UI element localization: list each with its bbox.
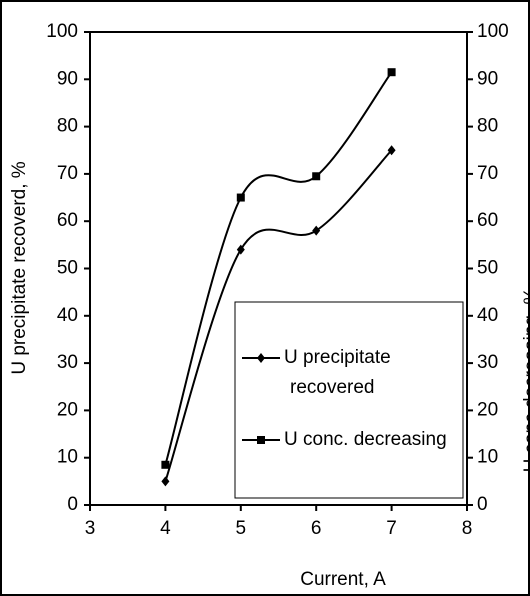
- marker: [387, 145, 396, 156]
- y-tick-label: 10: [57, 447, 78, 468]
- y2-tick-label: 30: [477, 352, 498, 373]
- legend-box: [234, 301, 464, 499]
- y-axis-title: U precipitate recoverd, %: [9, 161, 30, 374]
- marker: [161, 476, 170, 487]
- x-tick-label: 8: [462, 518, 473, 539]
- marker: [257, 353, 265, 363]
- legend-label: U conc. decreasing: [284, 429, 447, 450]
- y-tick-label: 80: [57, 116, 78, 137]
- x-axis-title: Current, A: [300, 569, 386, 590]
- x-tick-label: 7: [386, 518, 397, 539]
- y2-tick-label: 0: [477, 494, 488, 515]
- y2-tick-label: 60: [477, 210, 498, 231]
- series-line: [164, 149, 393, 482]
- y2-tick-label: 40: [477, 305, 498, 326]
- legend-label: U precipitate recovered: [284, 347, 391, 398]
- y-tick-label: 0: [67, 494, 78, 515]
- marker: [236, 193, 245, 202]
- marker: [257, 436, 265, 444]
- y2-tick-label: 100: [477, 21, 509, 42]
- x-tick-label: 3: [85, 518, 96, 539]
- y-tick-label: 40: [57, 305, 78, 326]
- marker: [236, 244, 245, 255]
- marker: [161, 460, 170, 469]
- y-tick-label: 90: [57, 68, 78, 89]
- y2-tick-label: 70: [477, 163, 498, 184]
- y-tick-label: 30: [57, 352, 78, 373]
- y2-tick-label: 50: [477, 258, 498, 279]
- y-tick-label: 20: [57, 399, 78, 420]
- series-line: [164, 71, 393, 466]
- x-tick-label: 5: [236, 518, 247, 539]
- y2-tick-label: 90: [477, 68, 498, 89]
- y-tick-label: 100: [46, 21, 78, 42]
- y2-tick-label: 20: [477, 399, 498, 420]
- y2-axis-title: U conc decreasing, %: [521, 287, 530, 472]
- y2-tick-label: 10: [477, 447, 498, 468]
- marker: [312, 172, 321, 181]
- y2-tick-label: 80: [477, 116, 498, 137]
- x-tick-label: 6: [311, 518, 322, 539]
- y-tick-label: 50: [57, 258, 78, 279]
- x-tick-label: 4: [160, 518, 171, 539]
- marker: [312, 225, 321, 236]
- y-tick-label: 60: [57, 210, 78, 231]
- marker: [387, 68, 396, 77]
- y-tick-label: 70: [57, 163, 78, 184]
